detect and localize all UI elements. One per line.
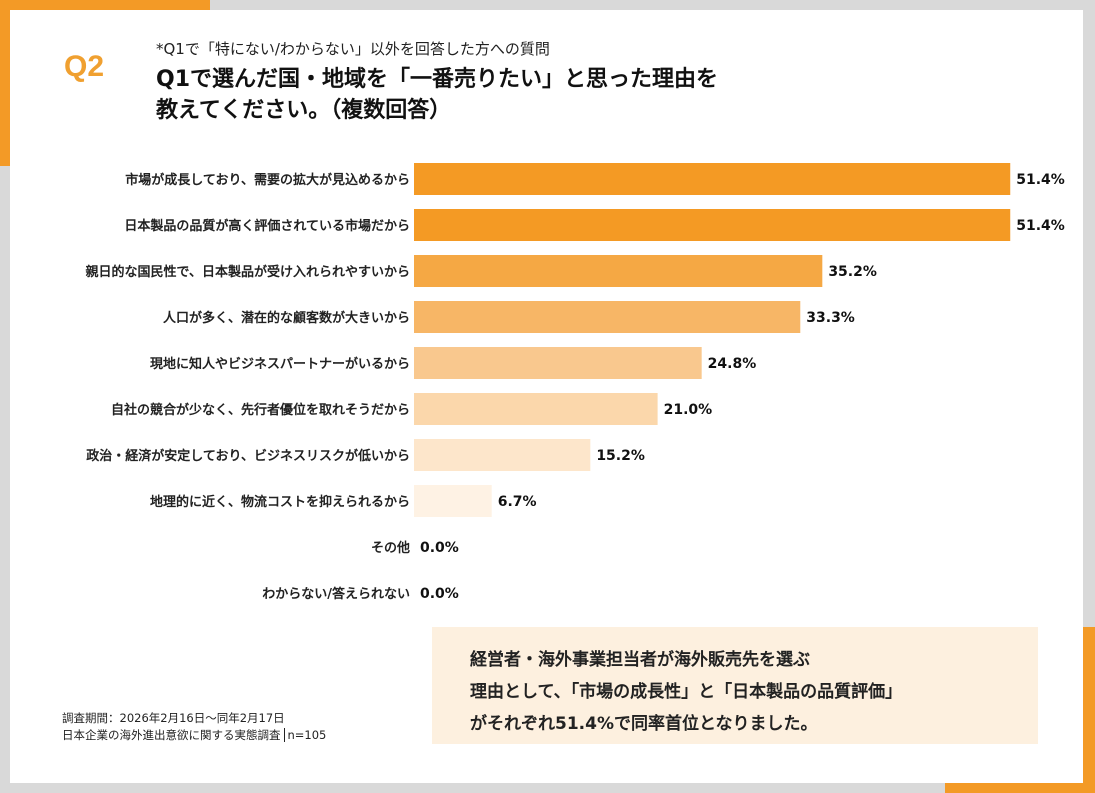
category-label: 日本製品の品質が高く評価されている市場だから <box>124 218 410 234</box>
bar <box>414 255 823 287</box>
accent-bottom-right-v <box>1081 627 1095 793</box>
survey-period: 調査期間：2026年2月16日～同年2月17日 <box>62 711 285 725</box>
value-label: 21.0% <box>664 402 713 418</box>
value-label: 51.4% <box>1016 172 1065 188</box>
bar <box>414 301 801 333</box>
bar <box>414 439 591 471</box>
category-label: 現地に知人やビジネスパートナーがいるから <box>150 356 410 372</box>
value-label: 6.7% <box>498 494 537 510</box>
bar <box>414 393 658 425</box>
category-label: 地理的に近く、物流コストを抑えられるから <box>150 494 410 510</box>
category-label: その他 <box>371 540 410 556</box>
category-label: 人口が多く、潜在的な顧客数が大きいから <box>163 310 410 326</box>
accent-bottom-right-h <box>945 781 1095 793</box>
value-label: 0.0% <box>420 540 459 556</box>
title-line-2: 教えてください。（複数回答） <box>156 98 452 123</box>
value-label: 51.4% <box>1016 218 1065 234</box>
value-label: 0.0% <box>420 586 459 602</box>
category-label: わからない/答えられない <box>262 586 410 602</box>
accent-top-left-v <box>0 0 10 166</box>
summary-line-1: 経営者・海外事業担当者が海外販売先を選ぶ <box>470 650 810 670</box>
summary-line-3: がそれぞれ51.4%で同率首位となりました。 <box>470 714 818 734</box>
question-note: *Q1で「特にない/わからない」以外を回答した方への質問 <box>156 40 550 58</box>
bar <box>414 209 1011 241</box>
sample-size: n=105 <box>287 728 327 742</box>
category-label: 政治・経済が安定しており、ビジネスリスクが低いから <box>86 448 410 464</box>
category-label: 親日的な国民性で、日本製品が受け入れられやすいから <box>86 264 410 280</box>
value-label: 33.3% <box>806 310 855 326</box>
bar <box>414 347 702 379</box>
value-label: 24.8% <box>708 356 757 372</box>
survey-note: 調査期間：2026年2月16日～同年2月17日 日本企業の海外進出意欲に関する実… <box>62 710 326 744</box>
bar <box>414 163 1011 195</box>
value-label: 15.2% <box>596 448 645 464</box>
value-label: 35.2% <box>828 264 877 280</box>
category-label: 市場が成長しており、需要の拡大が見込めるから <box>125 172 410 188</box>
bar <box>414 485 492 517</box>
category-label: 自社の競合が少なく、先行者優位を取れそうだから <box>111 402 410 418</box>
title-line-1: Q1で選んだ国・地域を「一番売りたい」と思った理由を <box>156 67 719 92</box>
summary-line-2: 理由として、「市場の成長性」と「日本製品の品質評価」 <box>470 682 903 702</box>
question-number: Q2 <box>64 50 105 83</box>
accent-top-left-h <box>0 0 210 12</box>
summary-box: 経営者・海外事業担当者が海外販売先を選ぶ 理由として、「市場の成長性」と「日本製… <box>432 627 1038 744</box>
survey-name: 日本企業の海外進出意欲に関する実態調査 <box>62 728 281 742</box>
question-title: Q1で選んだ国・地域を「一番売りたい」と思った理由を 教えてください。（複数回答… <box>156 64 718 126</box>
